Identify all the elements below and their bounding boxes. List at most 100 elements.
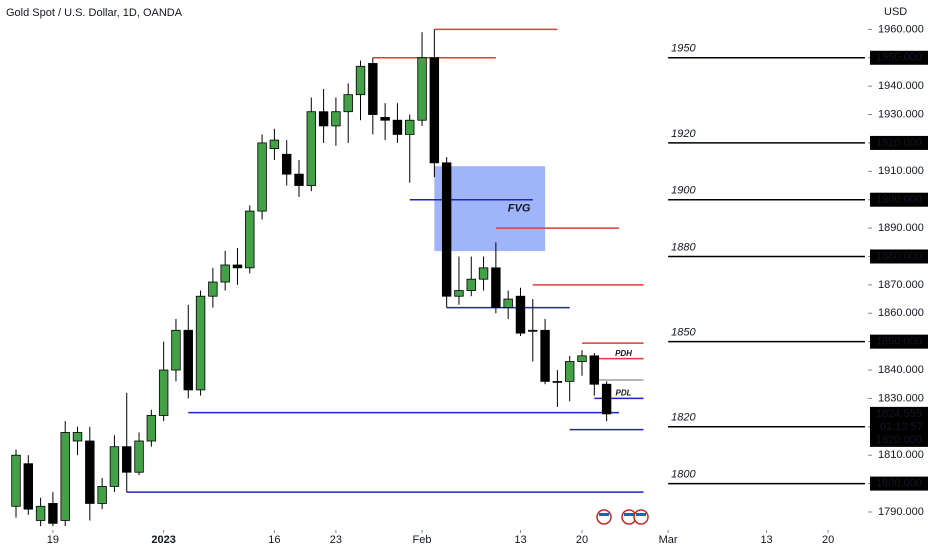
candle-body — [195, 295, 206, 391]
x-tick-label: 16 — [268, 534, 280, 546]
candle-body — [281, 153, 292, 175]
level-badge — [870, 334, 928, 349]
x-tick-label: 23 — [330, 534, 342, 546]
candle-body — [97, 486, 107, 504]
level-badge-label: 1950.000 — [876, 52, 922, 64]
candle-body — [208, 281, 218, 297]
candle-body — [515, 295, 526, 334]
candle-body — [60, 432, 70, 521]
level-badge — [870, 192, 928, 207]
last-price-label: 1824.555 — [876, 408, 922, 420]
y-tick-label: 1960.000 — [878, 23, 924, 35]
candle-body — [331, 111, 341, 127]
candle-body — [146, 415, 157, 442]
candle-body — [72, 432, 83, 442]
y-tick-label: 1940.000 — [878, 80, 924, 92]
y-tick-label: 1810.000 — [878, 449, 924, 461]
level-badge-label: 1800.000 — [876, 477, 922, 489]
candle-body — [232, 264, 243, 269]
y-tick-label: 1930.000 — [878, 108, 924, 120]
candle-body — [171, 329, 181, 371]
candle-body — [392, 119, 403, 135]
x-tick-label: Feb — [413, 534, 432, 546]
chart-title: Gold Spot / U.S. Dollar, 1D, OANDA — [6, 7, 183, 19]
candle-body — [85, 440, 95, 504]
y-tick-label: 1890.000 — [878, 222, 924, 234]
level-badge-label: 1820.000 — [876, 434, 922, 446]
candle-body — [601, 383, 612, 415]
y-tick-label: 1830.000 — [878, 392, 924, 404]
event-icon[interactable] — [633, 509, 649, 525]
x-tick-label: 13 — [760, 534, 772, 546]
candle-body — [122, 446, 132, 473]
y-tick-label: 1910.000 — [878, 165, 924, 177]
candle-body — [368, 63, 378, 115]
level-badge-label: 1920.000 — [876, 137, 922, 149]
candle-body — [429, 57, 440, 164]
level-badge — [870, 249, 928, 264]
candle-body — [318, 111, 329, 127]
candle-body — [245, 210, 255, 269]
level-label: 1950 — [671, 43, 696, 55]
level-label: 1850 — [671, 327, 696, 339]
y-tick-label: 1790.000 — [878, 506, 924, 518]
level-badge-label: 1850.000 — [876, 336, 922, 348]
candle-body — [564, 361, 575, 382]
candle-body — [503, 298, 513, 308]
candle-body — [528, 329, 538, 332]
candle-body — [491, 267, 501, 308]
candle-body — [540, 329, 550, 382]
x-tick-label: Mar — [659, 534, 678, 546]
candle-body — [405, 119, 415, 135]
level-label: 1880 — [671, 241, 696, 253]
candle-body — [589, 355, 600, 385]
flag-stripe — [599, 513, 609, 516]
candle-body — [478, 267, 489, 280]
x-tick-label: 19 — [47, 534, 59, 546]
level-label: 1800 — [671, 468, 696, 480]
candle-body — [257, 142, 267, 212]
price-axis-badges: 1950.000 1920.000 1900.000 1880.000 1850.000… — [870, 50, 928, 491]
flag-icons — [596, 509, 649, 525]
x-tick-label: 20 — [576, 534, 588, 546]
candle-body — [48, 503, 58, 524]
event-icon[interactable] — [596, 509, 612, 525]
candle-body — [134, 440, 144, 473]
flag-stripe — [624, 513, 634, 516]
level-badge — [870, 50, 928, 65]
line-label: PDH — [615, 349, 632, 358]
candle-body — [158, 369, 169, 416]
candle-body — [380, 116, 390, 121]
candle-body — [269, 139, 280, 150]
candle-body — [454, 290, 464, 297]
y-axis-label: USD — [884, 6, 907, 18]
candle-body — [441, 162, 452, 297]
candle-body — [294, 173, 304, 186]
y-tick-label: 1870.000 — [878, 279, 924, 291]
x-tick-label: 2023 — [151, 534, 175, 546]
x-tick-label: 13 — [514, 534, 526, 546]
level-label: 1820 — [671, 412, 696, 424]
fvg-zone — [434, 166, 546, 252]
flag-stripe — [636, 513, 646, 516]
candle-body — [355, 65, 366, 96]
level-label: 1920 — [671, 128, 696, 140]
level-badge-label: 1880.000 — [876, 250, 922, 262]
candle-body — [552, 380, 563, 383]
last-price-badge — [870, 406, 928, 434]
level-label: 1900 — [671, 185, 696, 197]
level-badge — [870, 135, 928, 150]
countdown-label: 01:13:57 — [880, 421, 923, 433]
candle-body — [577, 355, 587, 362]
level-badge-label: 1900.000 — [876, 194, 922, 206]
candle-body — [23, 463, 34, 510]
candle-body — [417, 57, 427, 121]
level-badge — [870, 476, 928, 491]
candle-body — [220, 264, 230, 283]
candle-body — [183, 329, 193, 391]
candle-body — [466, 278, 476, 291]
fvg-label: FVG — [508, 203, 531, 215]
candle-body — [35, 505, 46, 521]
level-badge — [870, 432, 928, 447]
